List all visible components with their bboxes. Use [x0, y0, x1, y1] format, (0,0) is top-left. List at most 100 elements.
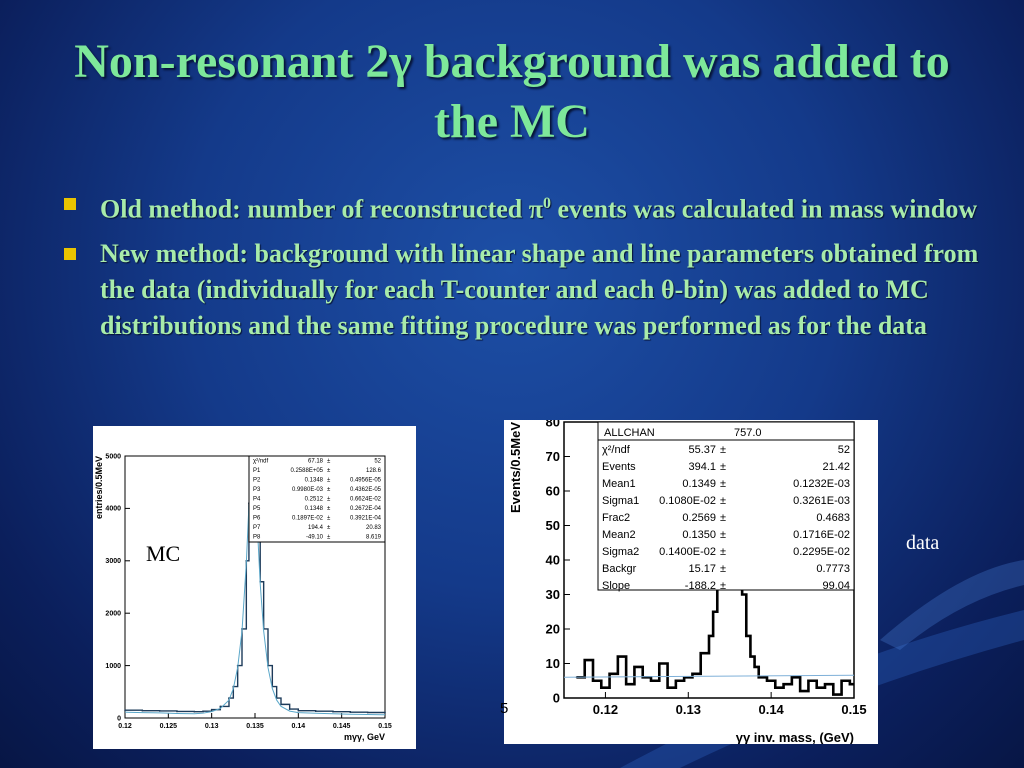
stats-plusminus: ± [720, 444, 726, 456]
mc-histogram-panel: 0 1000 2000 3000 4000 5000 0.12 0.125 0.13 0.135 0… [93, 426, 416, 749]
stats-param-value: 0.2512 [305, 497, 324, 503]
bullet-new-method: New method: background with linear shape… [62, 236, 982, 344]
x-axis-label: γγ inv. mass, (GeV) [736, 730, 854, 744]
x-tick-label: 0.15 [378, 723, 392, 730]
stats-param-name: P6 [253, 516, 261, 522]
stats-param-error: 99.04 [822, 580, 850, 592]
stats-param-name: P1 [253, 468, 261, 474]
stats-param-value: 394.1 [688, 461, 716, 473]
y-tick-label: 80 [546, 420, 560, 429]
stats-param-value: 55.37 [688, 444, 716, 456]
x-tick-label: 0.15 [841, 702, 866, 717]
stats-plusminus: ± [720, 512, 726, 524]
stats-plusminus: ± [327, 478, 331, 484]
stats-param-name: P4 [253, 497, 261, 503]
stats-param-error: 52 [838, 444, 850, 456]
stats-param-value: -49.10 [306, 535, 324, 541]
y-tick-label: 60 [546, 483, 560, 498]
stats-param-name: Sigma1 [602, 495, 639, 507]
stats-title: ALLCHAN [604, 427, 655, 439]
x-axis-label: mγγ, GeV [344, 732, 385, 742]
stats-plusminus: ± [327, 516, 331, 522]
stats-param-error: 0.6624E-02 [350, 497, 382, 503]
y-axis-label: Events/0.5MeV [508, 422, 523, 513]
stats-param-error: 0.1232E-03 [793, 478, 850, 490]
x-tick-label: 0.14 [292, 723, 306, 730]
stats-param-error: 0.4683 [816, 512, 850, 524]
y-tick-label: 0 [553, 690, 560, 705]
stats-param-error: 0.4362E-05 [350, 487, 382, 493]
y-tick-label: 70 [546, 449, 560, 464]
mc-label: MC [146, 541, 181, 566]
stats-param-value: 0.1897E-02 [292, 516, 324, 522]
stats-param-value: 0.1349 [682, 478, 716, 490]
stats-param-name: P7 [253, 525, 261, 531]
mc-histogram-chart: 0 1000 2000 3000 4000 5000 0.12 0.125 0.13 0.135 0… [94, 453, 392, 742]
y-tick-label: 40 [546, 552, 560, 567]
stats-param-error: 0.2672E-04 [350, 506, 382, 512]
y-tick-label: 2000 [105, 611, 121, 618]
y-tick-label: 4000 [105, 506, 121, 513]
stats-param-value: -188.2 [685, 580, 716, 592]
y-tick-label: 5000 [105, 453, 121, 460]
y-tick-label: 30 [546, 587, 560, 602]
stats-param-error: 0.4956E-05 [350, 478, 382, 484]
stats-plusminus: ± [720, 495, 726, 507]
data-histogram-chart: 0 10 20 30 40 50 60 70 80 0.12 0.13 0.14 0.15 γγ inv.… [508, 414, 867, 745]
stats-param-name: P3 [253, 487, 261, 493]
y-axis-label: entries/0.5MeV [94, 456, 104, 519]
x-tick-label: 0.145 [333, 723, 351, 730]
stats-param-value: 0.1348 [305, 506, 324, 512]
stats-plusminus: ± [720, 461, 726, 473]
x-tick-label: 0.12 [118, 723, 132, 730]
stats-plusminus: ± [327, 497, 331, 503]
x-tick-label: 0.125 [160, 723, 178, 730]
stats-param-value: 0.1400E-02 [659, 546, 716, 558]
stats-param-value: 0.2569 [682, 512, 716, 524]
data-histogram-panel: 0 10 20 30 40 50 60 70 80 0.12 0.13 0.14 0.15 γγ inv.… [504, 414, 878, 745]
stats-plusminus: ± [327, 525, 331, 531]
stats-plusminus: ± [720, 546, 726, 558]
stats-param-name: Slope [602, 580, 630, 592]
stats-param-name: Frac2 [602, 512, 630, 524]
stats-param-error: 0.7773 [816, 563, 850, 575]
stats-param-error: 52 [374, 459, 381, 465]
stats-param-error: 0.3261E-03 [793, 495, 850, 507]
y-tick-label: 50 [546, 518, 560, 533]
stats-param-name: Sigma2 [602, 546, 639, 558]
stats-box [248, 455, 386, 543]
stats-plusminus: ± [720, 478, 726, 490]
y-tick-label: 0 [117, 715, 121, 722]
stats-param-name: χ²/ndf [253, 459, 268, 465]
stats-param-error: 21.42 [822, 461, 850, 473]
stats-param-name: P5 [253, 506, 261, 512]
stats-param-name: Mean2 [602, 529, 636, 541]
stats-box [597, 421, 855, 591]
stats-param-value: 15.17 [688, 563, 716, 575]
stats-param-error: 8.619 [366, 535, 382, 541]
stats-param-error: 20.83 [366, 525, 382, 531]
stats-param-error: 128.6 [366, 468, 382, 474]
y-tick-label: 10 [546, 656, 560, 671]
stats-param-name: Backgr [602, 563, 637, 575]
bullet-list: Old method: number of reconstructed π0 e… [62, 186, 982, 352]
stats-plusminus: ± [720, 563, 726, 575]
square-bullet-icon [64, 198, 76, 210]
x-tick-label: 0.13 [676, 702, 701, 717]
stats-param-value: 0.2588E+05 [290, 468, 323, 474]
stats-plusminus: ± [327, 535, 331, 541]
stats-param-name: Mean1 [602, 478, 636, 490]
stats-param-value: 0.1348 [305, 478, 324, 484]
x-tick-label: 0.14 [758, 702, 784, 717]
stats-param-value: 0.1080E-02 [659, 495, 716, 507]
stats-plusminus: ± [720, 580, 726, 592]
square-bullet-icon [64, 247, 76, 260]
stats-param-name: χ²/ndf [602, 444, 631, 456]
side-tick-fragment: 5 [500, 700, 509, 717]
stats-param-value: 0.9980E-03 [292, 487, 324, 493]
stats-param-error: 0.1716E-02 [793, 529, 850, 541]
stats-param-name: P8 [253, 535, 261, 541]
stats-plusminus: ± [327, 468, 331, 474]
stats-param-error: 0.3921E-04 [350, 516, 382, 522]
slide-title: Non-resonant 2γ background was added to … [74, 35, 950, 148]
